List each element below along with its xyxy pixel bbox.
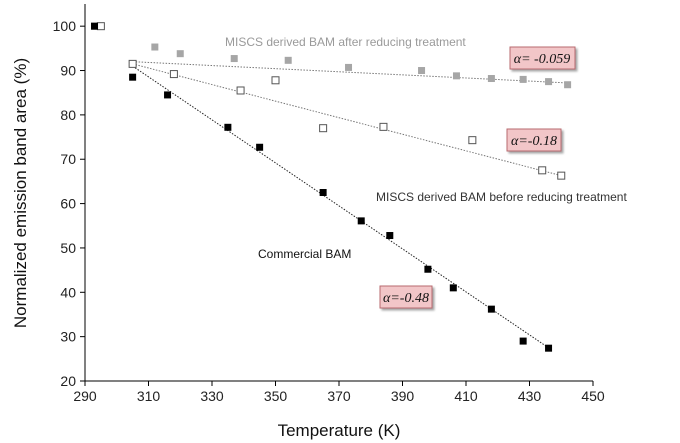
x-tick-label: 350 <box>264 388 288 404</box>
marker-before-treatment <box>271 76 280 85</box>
marker-commercial <box>164 91 172 99</box>
x-axis-title: Temperature (K) <box>278 421 401 440</box>
slope-label-commercial: α=-0.48 <box>383 291 429 306</box>
fit-line-after-treatment <box>132 61 568 84</box>
slope-annotation-commercial: α=-0.48 <box>379 285 433 309</box>
marker-before-treatment <box>538 166 547 175</box>
series-label-before-treatment: MISCS derived BAM before reducing treatm… <box>376 190 627 204</box>
y-tick-label: 50 <box>60 240 76 256</box>
x-tick-label: 310 <box>137 388 161 404</box>
marker-before-treatment <box>557 171 566 180</box>
y-tick-label: 60 <box>60 196 76 212</box>
y-axis-title: Normalized emission band area (%) <box>11 58 30 328</box>
marker-before-treatment <box>319 124 328 133</box>
marker-commercial <box>256 143 264 151</box>
marker-commercial <box>91 22 99 30</box>
y-tick-label: 20 <box>60 373 76 389</box>
marker-after-treatment <box>545 78 553 86</box>
slope-label-before-treatment: α=-0.18 <box>511 134 557 149</box>
marker-commercial <box>487 305 495 313</box>
marker-after-treatment <box>519 75 527 83</box>
marker-commercial <box>386 232 394 240</box>
series-label-after-treatment: MISCS derived BAM after reducing treatme… <box>225 35 466 49</box>
x-tick-label: 370 <box>327 388 351 404</box>
marker-commercial <box>449 284 457 292</box>
y-tick-label: 90 <box>60 63 76 79</box>
marker-commercial <box>519 337 527 345</box>
y-tick-label: 80 <box>60 107 76 123</box>
marker-after-treatment <box>345 63 353 71</box>
marker-commercial <box>545 344 553 352</box>
y-tick-label: 30 <box>60 329 76 345</box>
series-label-commercial: Commercial BAM <box>258 247 351 261</box>
x-tick-label: 390 <box>391 388 415 404</box>
marker-after-treatment <box>151 43 159 51</box>
marker-after-treatment <box>487 75 495 83</box>
slope-annotation-before-treatment: α=-0.18 <box>506 128 562 152</box>
marker-before-treatment <box>236 86 245 95</box>
marker-commercial <box>424 265 432 273</box>
marker-after-treatment <box>176 50 184 58</box>
fit-line-before-treatment <box>132 63 562 177</box>
x-tick-label: 410 <box>454 388 478 404</box>
y-tick-label: 70 <box>60 151 76 167</box>
x-tick-label: 290 <box>73 388 97 404</box>
marker-commercial <box>357 217 365 225</box>
axes: 290 310 330 350 370 390 410 430 450 20 30 40 50 60 70… <box>53 4 605 404</box>
slope-annotation-after-treatment: α= -0.059 <box>509 46 576 70</box>
x-tick-label: 430 <box>518 388 542 404</box>
y-tick-label: 40 <box>60 284 76 300</box>
slope-box-before-treatment <box>506 128 562 152</box>
fit-lines <box>132 61 568 351</box>
marker-commercial <box>319 189 327 196</box>
marker-before-treatment <box>96 22 105 31</box>
marker-commercial <box>129 73 137 81</box>
x-tick-label: 330 <box>200 388 224 404</box>
marker-before-treatment <box>169 70 178 79</box>
marker-before-treatment <box>468 136 477 145</box>
marker-after-treatment <box>230 55 238 63</box>
marker-before-treatment <box>128 59 137 68</box>
y-tick-label: 100 <box>53 18 77 34</box>
slope-box-commercial <box>379 285 433 309</box>
data-markers <box>91 22 572 352</box>
y-ticks: 20 30 40 50 60 70 80 90 100 <box>53 18 85 389</box>
slope-label-after-treatment: α= -0.059 <box>514 52 570 67</box>
marker-after-treatment <box>564 81 572 89</box>
marker-after-treatment <box>418 67 426 75</box>
slope-box-after-treatment <box>509 46 576 70</box>
marker-before-treatment <box>379 122 388 131</box>
marker-after-treatment <box>452 72 460 80</box>
marker-after-treatment <box>284 56 292 64</box>
fit-line-commercial <box>132 65 553 351</box>
x-ticks: 290 310 330 350 370 390 410 430 450 <box>73 381 605 404</box>
marker-commercial <box>224 123 232 131</box>
x-tick-label: 450 <box>581 388 605 404</box>
